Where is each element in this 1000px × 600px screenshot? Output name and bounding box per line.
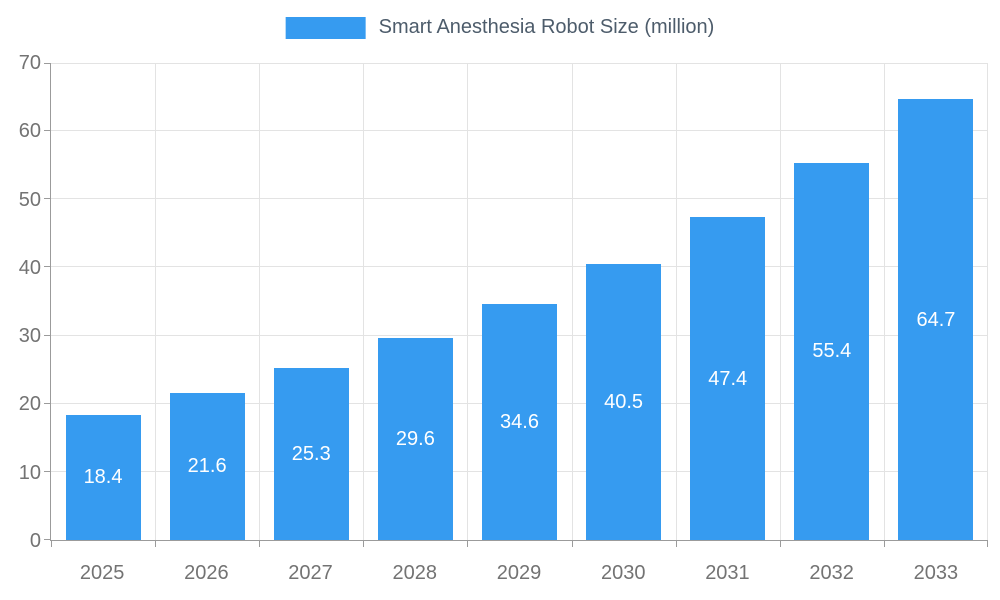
x-tick <box>259 541 261 547</box>
y-gridline <box>51 130 988 132</box>
bar-value-label: 29.6 <box>395 428 435 451</box>
x-tick-label: 2027 <box>288 562 333 584</box>
x-tick <box>51 541 52 547</box>
bar: 18.4 <box>65 414 141 540</box>
y-tick-label: 0 <box>29 530 41 552</box>
y-tick <box>44 266 50 268</box>
bar: 21.6 <box>169 392 245 540</box>
y-tick-label: 60 <box>18 120 41 143</box>
x-gridline <box>779 63 781 540</box>
bar: 25.3 <box>273 367 349 540</box>
bar-value-label: 34.6 <box>500 411 539 434</box>
bar: 40.5 <box>586 264 662 540</box>
x-gridline <box>259 63 261 540</box>
y-tick <box>44 63 50 64</box>
y-tick <box>44 470 50 472</box>
x-tick <box>675 541 677 547</box>
bar-value-label: 25.3 <box>291 442 331 465</box>
bar: 47.4 <box>690 217 766 540</box>
y-tick <box>44 334 50 336</box>
x-tick <box>155 541 157 547</box>
y-tick-label: 70 <box>18 52 41 74</box>
bar-value-label: 21.6 <box>187 455 227 478</box>
x-tick-label: 2030 <box>600 562 646 584</box>
y-tick-label: 20 <box>18 393 41 416</box>
x-gridline <box>675 63 677 540</box>
bar-value-label: 47.4 <box>708 367 748 390</box>
y-tick <box>44 539 50 540</box>
plot-area: 18.4 21.6 25.3 29.6 34.6 40.5 47.4 55.4 64.7 <box>44 63 988 547</box>
bar-value-label: 40.5 <box>604 391 644 414</box>
y-tick-label: 10 <box>18 461 41 484</box>
x-tick-label: 2031 <box>705 562 750 584</box>
x-tick <box>779 541 781 547</box>
bar: 29.6 <box>377 338 453 540</box>
x-tick <box>571 541 573 547</box>
bar-value-label: 55.4 <box>812 340 852 363</box>
x-gridline <box>571 63 573 540</box>
y-tick-label: 50 <box>18 188 41 211</box>
x-tick <box>363 541 365 547</box>
x-gridline <box>883 63 885 540</box>
bar: 64.7 <box>898 99 974 540</box>
x-gridline <box>363 63 365 540</box>
x-gridline <box>155 63 157 540</box>
x-tick-label: 2033 <box>913 562 959 584</box>
x-gridline <box>987 63 988 540</box>
x-tick <box>883 541 885 547</box>
x-tick-label: 2032 <box>809 562 854 584</box>
y-axis-labels: 0 10 20 30 40 50 60 70 <box>0 53 41 551</box>
y-gridline <box>51 266 988 268</box>
x-tick-label: 2028 <box>392 562 438 584</box>
legend-label: Smart Anesthesia Robot Size (million) <box>378 16 715 38</box>
bar-value-label: 18.4 <box>83 466 123 489</box>
x-tick <box>467 541 469 547</box>
x-gridline <box>467 63 469 540</box>
y-tick-label: 30 <box>18 325 41 348</box>
y-gridline <box>51 63 988 64</box>
x-axis-labels: 2025 2026 2027 2028 2029 2030 2031 2032 2033 <box>50 560 988 586</box>
bar: 34.6 <box>482 304 557 540</box>
x-tick-label: 2025 <box>79 562 125 584</box>
chart-legend[interactable]: Smart Anesthesia Robot Size (million) <box>285 16 715 39</box>
x-tick-label: 2029 <box>496 562 542 584</box>
bar: 55.4 <box>794 162 870 540</box>
y-tick-label: 40 <box>18 256 41 279</box>
x-tick-label: 2026 <box>184 562 229 584</box>
y-tick <box>44 198 50 200</box>
x-tick <box>987 541 988 547</box>
y-tick <box>44 130 50 132</box>
legend-swatch <box>285 16 366 39</box>
y-tick <box>44 402 50 404</box>
bar-value-label: 64.7 <box>916 308 956 331</box>
y-gridline <box>51 198 988 200</box>
